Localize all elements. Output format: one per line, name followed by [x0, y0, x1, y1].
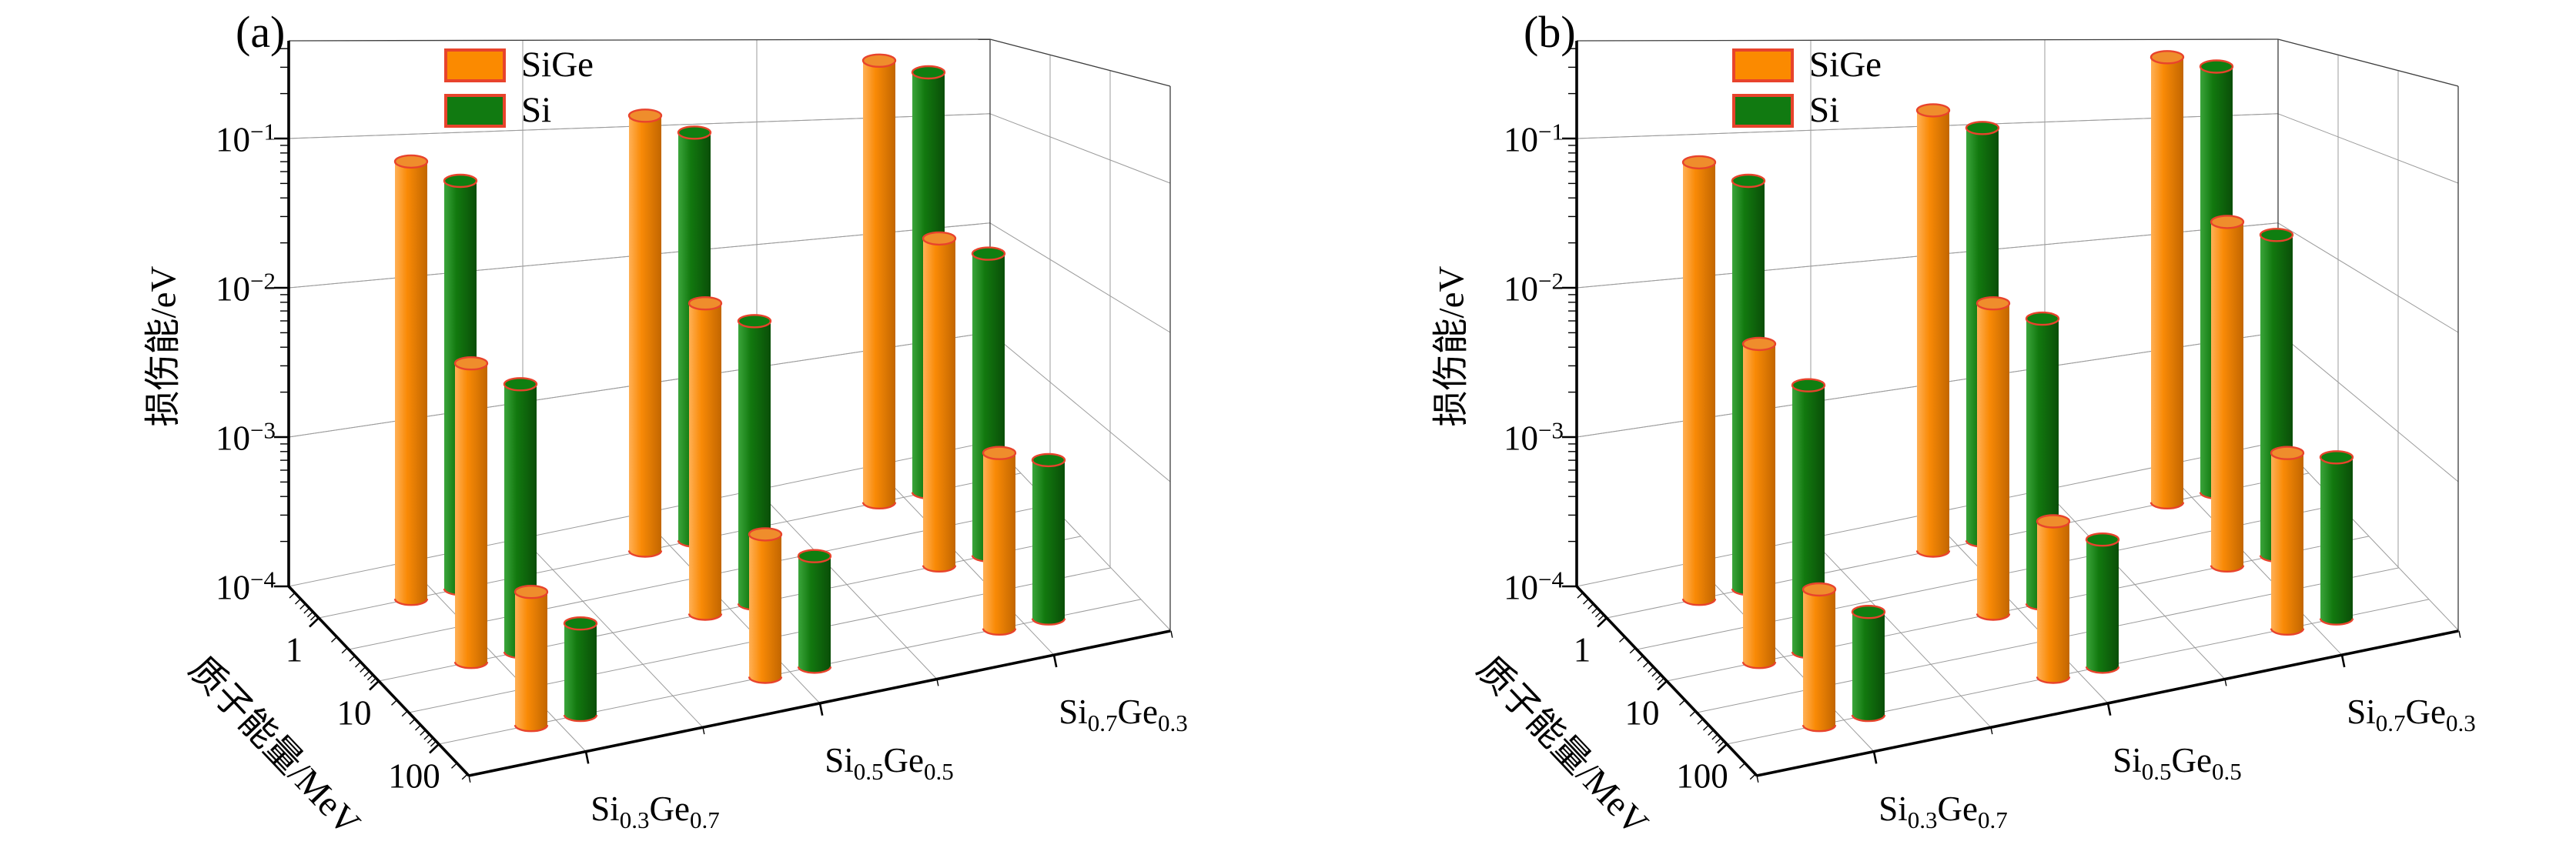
- bar-si-100mev-si0.7ge0.3: [2319, 450, 2354, 626]
- bar-sige-1mev-si0.7ge0.3: [861, 53, 897, 509]
- bar-sige-100mev-si0.5ge0.5: [2036, 514, 2071, 684]
- legend-label-si: Si: [521, 90, 552, 130]
- z-tick-label-1e-4: 10−4: [216, 566, 276, 607]
- composition-tick-label-si0.5ge0.5: Si0.5Ge0.5: [825, 740, 954, 785]
- composition-tick-label-si0.5ge0.5: Si0.5Ge0.5: [2113, 740, 2242, 785]
- bar-si-100mev-si0.7ge0.3: [1031, 452, 1066, 626]
- bar-sige-100mev-si0.3ge0.7: [514, 585, 549, 733]
- bar-sige-100mev-si0.7ge0.3: [982, 446, 1017, 636]
- legend-row-si: Si: [1732, 88, 1882, 133]
- composition-tick-label-si0.7ge0.3: Si0.7Ge0.3: [2347, 693, 2476, 737]
- legend-a: SiGe Si: [444, 42, 594, 133]
- z-tick-label-1e-3: 10−3: [1504, 416, 1564, 458]
- legend-label-si: Si: [1809, 90, 1840, 130]
- bar-sige-1mev-si0.3ge0.7: [1681, 155, 1717, 606]
- legend-row-sige: SiGe: [1732, 42, 1882, 88]
- bar-sige-100mev-si0.5ge0.5: [748, 527, 783, 684]
- bar-sige-10mev-si0.3ge0.7: [453, 356, 489, 669]
- legend-label-sige: SiGe: [1809, 45, 1882, 85]
- legend-label-sige: SiGe: [521, 45, 594, 85]
- legend-swatch-si: [1732, 93, 1794, 128]
- energy-tick-label-10: 10: [336, 693, 372, 733]
- legend-b: SiGe Si: [1732, 42, 1882, 133]
- panel-a: (a) SiGe Si 损伤能/eV 质子能量/MeV 10−1 10−2 10−3…: [143, 7, 1188, 843]
- bar-sige-1mev-si0.5ge0.5: [627, 109, 663, 558]
- bar-sige-10mev-si0.5ge0.5: [1975, 296, 2011, 621]
- energy-tick-label-100: 100: [388, 756, 440, 796]
- energy-tick-label-1: 1: [1573, 630, 1591, 669]
- chart-3d-bars-a: [274, 38, 1173, 783]
- energy-tick-label-100: 100: [1676, 756, 1728, 796]
- bar-si-100mev-si0.5ge0.5: [2085, 533, 2120, 674]
- z-tick-label-1e-2: 10−2: [1504, 267, 1564, 309]
- bar-si-100mev-si0.3ge0.7: [563, 616, 598, 723]
- energy-tick-label-1: 1: [285, 630, 303, 669]
- panel-label-a: (a): [236, 7, 286, 57]
- bar-si-100mev-si0.5ge0.5: [797, 549, 832, 674]
- bar-sige-100mev-si0.7ge0.3: [2270, 446, 2305, 636]
- z-tick-label-1e-2: 10−2: [216, 267, 276, 309]
- z-axis-title-b: 损伤能/eV: [1431, 265, 1472, 427]
- z-tick-label-1e-1: 10−1: [1504, 118, 1564, 159]
- bar-sige-1mev-si0.5ge0.5: [1915, 103, 1951, 558]
- panel-b: (b) SiGe Si 损伤能/eV 质子能量/MeV 10−1 10−2 10−3…: [1288, 0, 2576, 848]
- composition-tick-label-si0.3ge0.7: Si0.3Ge0.7: [1878, 789, 2008, 833]
- bar-sige-1mev-si0.7ge0.3: [2149, 50, 2185, 509]
- composition-tick-label-si0.3ge0.7: Si0.3Ge0.7: [590, 789, 720, 833]
- bar-sige-10mev-si0.7ge0.3: [2210, 215, 2245, 573]
- legend-row-sige: SiGe: [444, 42, 594, 88]
- z-tick-label-1e-1: 10−1: [216, 118, 276, 159]
- chart-3d-bars-b: [1562, 38, 2461, 783]
- bar-sige-1mev-si0.3ge0.7: [393, 154, 429, 606]
- legend-swatch-sige: [1732, 48, 1794, 82]
- z-tick-label-1e-3: 10−3: [216, 416, 276, 458]
- legend-swatch-si: [444, 93, 506, 128]
- bar-sige-10mev-si0.7ge0.3: [922, 231, 957, 573]
- z-axis-title-a: 损伤能/eV: [143, 265, 184, 427]
- bar-si-100mev-si0.3ge0.7: [1851, 605, 1886, 723]
- z-tick-label-1e-4: 10−4: [1504, 566, 1564, 607]
- bar-sige-100mev-si0.3ge0.7: [1802, 582, 1837, 733]
- composition-tick-label-si0.7ge0.3: Si0.7Ge0.3: [1059, 693, 1188, 737]
- legend-row-si: Si: [444, 88, 594, 133]
- legend-swatch-sige: [444, 48, 506, 82]
- bar-sige-10mev-si0.5ge0.5: [687, 296, 723, 621]
- energy-tick-label-10: 10: [1624, 693, 1660, 733]
- panel-label-b: (b): [1524, 7, 1576, 57]
- bar-sige-10mev-si0.3ge0.7: [1741, 336, 1777, 669]
